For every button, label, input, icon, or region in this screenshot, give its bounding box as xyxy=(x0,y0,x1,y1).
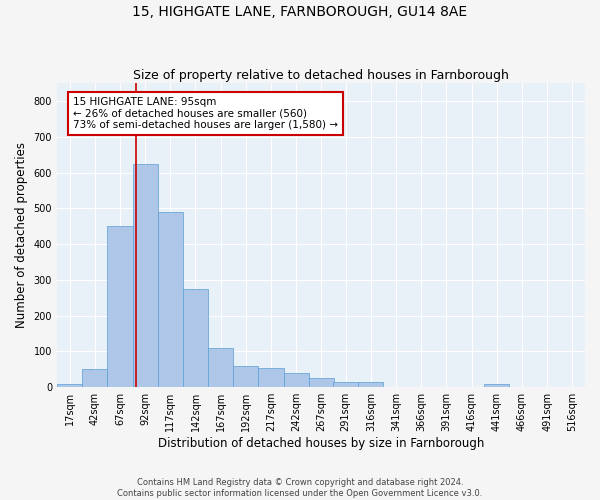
Bar xyxy=(259,368,284,387)
Bar xyxy=(133,164,158,387)
Text: 15, HIGHGATE LANE, FARNBOROUGH, GU14 8AE: 15, HIGHGATE LANE, FARNBOROUGH, GU14 8AE xyxy=(133,5,467,19)
Title: Size of property relative to detached houses in Farnborough: Size of property relative to detached ho… xyxy=(133,69,509,82)
Bar xyxy=(82,370,107,387)
Bar xyxy=(183,289,208,387)
Y-axis label: Number of detached properties: Number of detached properties xyxy=(15,142,28,328)
Text: Contains HM Land Registry data © Crown copyright and database right 2024.
Contai: Contains HM Land Registry data © Crown c… xyxy=(118,478,482,498)
Bar xyxy=(309,378,334,387)
Bar xyxy=(484,384,509,387)
X-axis label: Distribution of detached houses by size in Farnborough: Distribution of detached houses by size … xyxy=(158,437,484,450)
Bar xyxy=(208,348,233,387)
Bar xyxy=(158,212,183,387)
Text: 15 HIGHGATE LANE: 95sqm
← 26% of detached houses are smaller (560)
73% of semi-d: 15 HIGHGATE LANE: 95sqm ← 26% of detache… xyxy=(73,97,338,130)
Bar xyxy=(233,366,259,387)
Bar xyxy=(57,384,82,387)
Bar xyxy=(333,382,358,387)
Bar xyxy=(284,373,309,387)
Bar xyxy=(107,226,133,387)
Bar xyxy=(358,382,383,387)
